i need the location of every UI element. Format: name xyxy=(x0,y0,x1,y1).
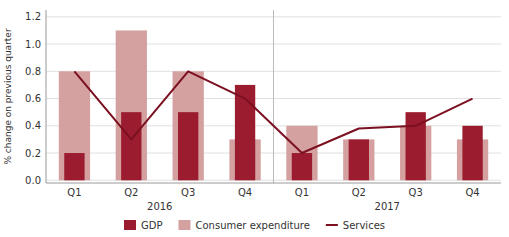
legend-swatch xyxy=(124,220,136,230)
bar xyxy=(462,126,482,180)
legend-swatch xyxy=(326,224,338,226)
chart: 0.0 0.2 0.4 0.6 0.8 1.0 1.2 % change on previou… xyxy=(0,0,509,237)
group-label: 2016 xyxy=(147,201,172,212)
legend-swatch xyxy=(178,220,190,230)
x-tick-label: Q4 xyxy=(238,187,252,198)
legend-label: Services xyxy=(343,220,385,231)
x-tick-label: Q4 xyxy=(465,187,479,198)
y-tick-label: 1.0 xyxy=(25,39,41,50)
group-separator xyxy=(273,10,274,183)
bar xyxy=(121,112,141,180)
y-axis-label: % change on previous quarter xyxy=(3,28,13,165)
y-tick-label: 0.2 xyxy=(25,148,41,159)
x-tick-label: Q1 xyxy=(295,187,309,198)
legend-label: Consumer expenditure xyxy=(195,220,309,231)
bar xyxy=(178,112,198,180)
line xyxy=(74,71,472,153)
group-label: 2017 xyxy=(375,201,400,212)
y-tick-label: 0.0 xyxy=(25,175,41,186)
x-tick-label: Q3 xyxy=(409,187,423,198)
x-tick-label: Q2 xyxy=(352,187,366,198)
y-axis-line xyxy=(46,10,47,183)
bar xyxy=(349,139,369,180)
plot-area xyxy=(59,30,488,180)
x-tick-label: Q1 xyxy=(67,187,81,198)
y-tick-label: 0.8 xyxy=(25,66,41,77)
bar xyxy=(292,153,312,180)
bar xyxy=(173,71,204,180)
y-tick-label: 0.6 xyxy=(25,93,41,104)
x-tick-label: Q3 xyxy=(181,187,195,198)
legend-label: GDP xyxy=(141,220,162,231)
bar xyxy=(116,30,147,180)
y-tick-label: 0.4 xyxy=(25,120,41,131)
bar xyxy=(64,153,84,180)
y-tick-label: 1.2 xyxy=(25,11,41,22)
x-axis-line xyxy=(46,183,501,184)
x-tick-label: Q2 xyxy=(124,187,138,198)
bar xyxy=(59,71,90,180)
legend: GDP Consumer expenditure Services xyxy=(124,220,385,231)
bar xyxy=(343,139,374,180)
